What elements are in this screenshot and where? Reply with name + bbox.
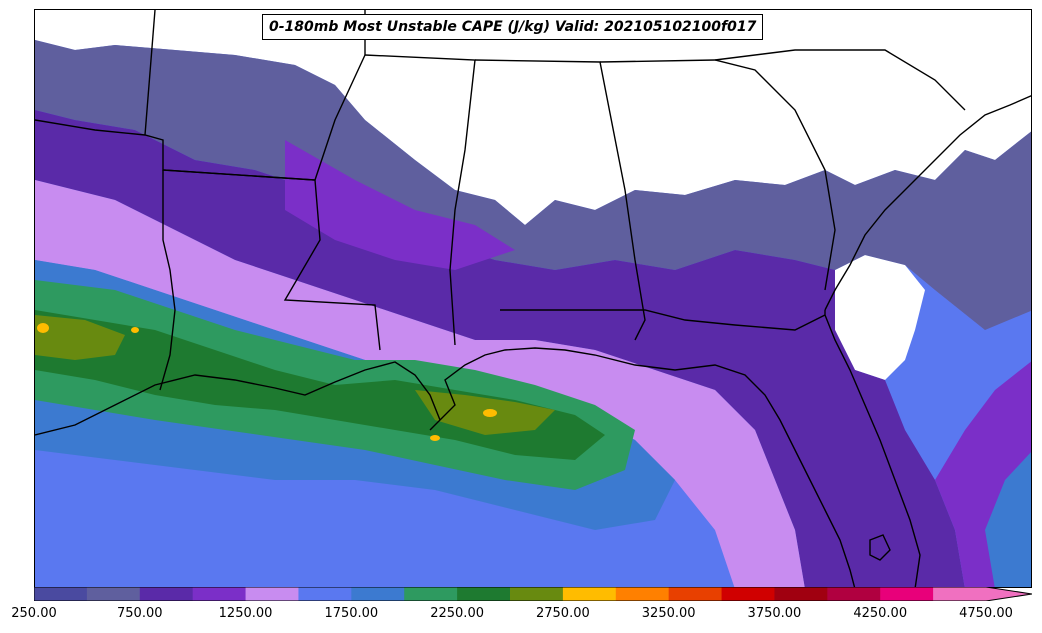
state-line-al — [474, 59, 646, 341]
colorbar-extend-arrow — [986, 587, 1032, 601]
boundaries — [35, 10, 1031, 587]
state-line-nc — [714, 49, 966, 111]
colorbar-segment — [34, 587, 88, 601]
colorbar-segment — [192, 587, 247, 601]
florida-east-coast — [824, 310, 921, 587]
colorbar-segment — [245, 587, 299, 601]
colorbar-tick-label: 1250.00 — [218, 606, 273, 621]
colorbar-segment — [86, 587, 141, 601]
colorbar-tick-label: 4250.00 — [853, 606, 908, 621]
state-line-fl-ga — [500, 309, 826, 331]
colorbar-segment — [774, 587, 828, 601]
colorbar-segment — [933, 587, 987, 601]
lake-okeechobee — [869, 534, 891, 561]
colorbar-segment — [510, 587, 564, 601]
cape-band-2750 — [35, 315, 125, 360]
map-panel — [34, 9, 1032, 588]
state-line-ar-la — [162, 169, 381, 351]
colorbar — [34, 587, 1032, 601]
colorbar-segment — [668, 587, 723, 601]
cape-band-1000 — [35, 110, 965, 587]
state-line-ok-ar — [144, 10, 156, 136]
cape-peak-west — [37, 323, 49, 333]
cape-map — [35, 10, 1031, 587]
colorbar-segment — [562, 587, 617, 601]
colorbar-segment — [139, 587, 194, 601]
cape-band-atlantic-blue — [985, 452, 1031, 587]
colorbar-tick-label: 250.00 — [11, 606, 57, 621]
colorbar-segment — [827, 587, 881, 601]
cape-band-250 — [35, 40, 1031, 330]
state-line-ms — [364, 54, 476, 346]
colorbar-tick-label: 2750.00 — [535, 606, 590, 621]
colorbar-tick-label: 3750.00 — [747, 606, 802, 621]
colorbar-segment — [298, 587, 352, 601]
colorbar-segment — [404, 587, 458, 601]
no-cape-region-north — [35, 10, 1031, 225]
state-line-tx-la — [159, 170, 176, 391]
cape-band-1500 — [35, 180, 805, 587]
no-cape-region-east — [835, 255, 925, 380]
colorbar-ticks: 250.00 750.00 1250.00 1750.00 2250.00 2750.00… — [0, 602, 1042, 632]
cape-peak-gulf-3 — [131, 327, 139, 333]
gulf-coastline — [35, 347, 856, 587]
colorbar-segment — [721, 587, 775, 601]
cape-peak-gulf-1 — [483, 409, 497, 417]
colorbar-segment — [880, 587, 934, 601]
state-line-ar-tn — [314, 54, 366, 181]
colorbar-segment — [457, 587, 511, 601]
cape-peak-gulf-2 — [430, 435, 440, 441]
colorbar-tick-label: 3250.00 — [641, 606, 696, 621]
colorbar-segment — [615, 587, 670, 601]
colorbar-segment — [351, 587, 405, 601]
map-title: 0-180mb Most Unstable CAPE (J/kg) Valid:… — [262, 14, 764, 40]
colorbar-tick-label: 2250.00 — [430, 606, 484, 621]
colorbar-tick-label: 750.00 — [117, 606, 163, 621]
cape-band-1250 — [285, 140, 515, 270]
colorbar-tick-label: 1750.00 — [324, 606, 379, 621]
colorbar-tick-label: 4750.00 — [959, 606, 1013, 621]
colorbar-outline — [34, 587, 1032, 601]
atlantic-coastline — [824, 95, 1031, 311]
